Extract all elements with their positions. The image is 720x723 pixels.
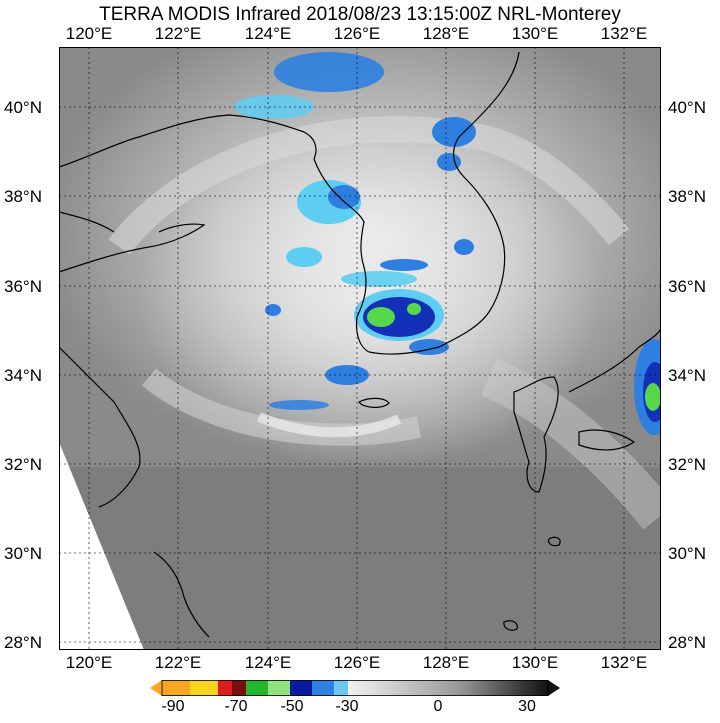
lat-label-left: 28°N — [4, 633, 42, 652]
colorbar-segment — [246, 680, 268, 696]
colorbar — [150, 680, 560, 696]
lat-label-left: 38°N — [4, 187, 42, 206]
lat-label-left: 32°N — [4, 455, 42, 474]
coastline-shandong — [59, 223, 206, 273]
cloud-band — [480, 358, 661, 530]
coastline-yakushima — [548, 536, 561, 547]
lon-label-bottom: 124°E — [244, 653, 292, 672]
cloud-band — [108, 116, 630, 255]
lat-label-left: 40°N — [4, 98, 42, 117]
coastline-okinawa — [503, 620, 518, 631]
cold-cloud-top-deep — [645, 383, 661, 411]
cold-cloud-top — [432, 117, 476, 147]
ir-lower-band — [59, 447, 661, 650]
lon-label-bottom: 126°E — [333, 653, 381, 672]
coastline-bohai-west — [59, 211, 115, 233]
colorbar-tick-label: 0 — [433, 698, 443, 715]
map-frame — [59, 47, 661, 650]
cold-cloud-top — [274, 52, 384, 92]
colorbar-segment — [232, 680, 246, 696]
colorbar-outline — [161, 680, 549, 696]
lat-label-left: 34°N — [4, 366, 42, 385]
lon-label-top: 128°E — [422, 24, 470, 43]
coastline-korea-west — [313, 158, 370, 353]
lon-label-bottom: 128°E — [422, 653, 470, 672]
storm-core-deep — [407, 303, 421, 315]
coastline-jeju — [358, 397, 390, 408]
graticule — [59, 47, 661, 650]
colorbar-arrow-high — [548, 680, 560, 696]
cold-cloud-top — [341, 271, 417, 287]
lon-label-top: 130°E — [511, 24, 559, 43]
cold-cloud-top — [286, 247, 322, 267]
cold-cloud-top — [328, 185, 360, 209]
lat-label-right: 30°N — [668, 544, 706, 563]
cold-cloud-top — [454, 239, 474, 255]
cloud-band — [257, 412, 402, 438]
storm-core-deep — [367, 307, 395, 327]
colorbar-tick-label: -70 — [224, 698, 248, 715]
cold-cloud-top — [265, 304, 281, 316]
lat-label-left: 30°N — [4, 544, 42, 563]
lon-label-bottom: 132°E — [600, 653, 648, 672]
coastlines — [59, 51, 661, 638]
image-title: TERRA MODIS Infrared 2018/08/23 13:15:00… — [99, 4, 621, 25]
colorbar-segment — [218, 680, 232, 696]
cold-cloud-top — [437, 153, 461, 171]
colorbar-segment — [290, 680, 312, 696]
lon-label-bottom: 130°E — [511, 653, 559, 672]
lon-label-top: 132°E — [600, 24, 648, 43]
lon-label-bottom: 120°E — [65, 653, 113, 672]
colorbar-tick-label: -30 — [335, 698, 359, 715]
lat-label-right: 32°N — [668, 455, 706, 474]
lat-label-right: 28°N — [668, 633, 706, 652]
lat-label-left: 36°N — [4, 277, 42, 296]
colorbar-segment — [190, 680, 218, 696]
coastline-shikoku — [578, 429, 636, 451]
cold-cloud-top — [380, 259, 428, 271]
colorbar-segment — [312, 680, 334, 696]
lon-label-bottom: 122°E — [154, 653, 202, 672]
storm-core — [409, 339, 449, 355]
colorbar-segment — [268, 680, 290, 696]
coastline-honshu — [568, 326, 661, 393]
cold-cloud-top — [325, 365, 369, 385]
colorbar-gray-ramp — [348, 680, 548, 696]
coastline-taiwan-strait — [153, 551, 210, 638]
cold-cloud-top — [269, 400, 329, 410]
colorbar-arrow-low — [150, 680, 162, 696]
coastline-jiangsu — [59, 346, 141, 508]
coastline-liaodong — [59, 114, 317, 168]
no-data-region — [59, 442, 144, 650]
lon-label-top: 126°E — [333, 24, 381, 43]
cloud-band — [141, 368, 422, 446]
colorbar-segment — [162, 680, 190, 696]
lon-label-top: 124°E — [244, 24, 292, 43]
colorbar-tick-label: 30 — [518, 698, 536, 715]
lon-label-top: 122°E — [154, 24, 202, 43]
lon-label-top: 120°E — [65, 24, 113, 43]
coastline-korea-east — [368, 51, 520, 355]
lat-label-right: 36°N — [668, 277, 706, 296]
colorbar-segment — [334, 680, 348, 696]
colorbar-tick-label: -90 — [161, 698, 185, 715]
satellite-map — [59, 47, 661, 650]
lat-label-right: 34°N — [668, 366, 706, 385]
coastline-kyushu — [513, 376, 559, 493]
lat-label-right: 40°N — [668, 98, 706, 117]
colorbar-tick-label: -50 — [280, 698, 304, 715]
lat-label-right: 38°N — [668, 187, 706, 206]
